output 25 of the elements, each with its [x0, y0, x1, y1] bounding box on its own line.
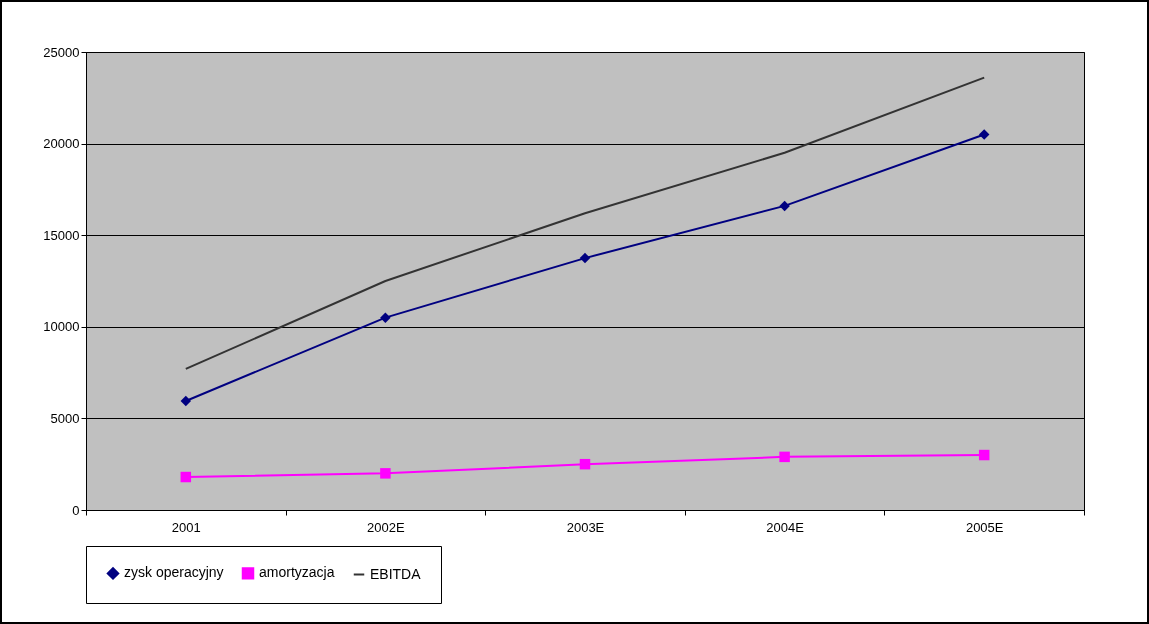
x-tick-label: 2005E [965, 519, 1004, 535]
y-tick-label: 20000 [43, 136, 80, 152]
point [180, 395, 192, 407]
line-series [184, 76, 986, 370]
legend-label: amortyzacja [259, 564, 335, 581]
point [978, 129, 990, 140]
y-tick-label: 0 [72, 502, 80, 518]
y-tick-label: 5000 [50, 410, 80, 426]
x-tick-label: 2001 [171, 519, 201, 535]
point [180, 471, 192, 483]
legend-label: EBITDA [370, 565, 422, 582]
y-tick-label: 10000 [43, 319, 80, 335]
point [978, 449, 990, 461]
legend-label: zysk operacyjny [124, 564, 224, 581]
point [779, 451, 790, 463]
point [779, 200, 790, 212]
point [579, 458, 591, 470]
x-tick-label: 2004E [766, 519, 805, 535]
y-tick-label: 15000 [43, 227, 80, 243]
x-tick-label: 2003E [566, 519, 605, 535]
point [579, 252, 591, 264]
x-tick-label: 2002E [367, 519, 406, 535]
point [380, 468, 391, 479]
y-tick-label: 25000 [43, 44, 80, 60]
point [380, 312, 391, 323]
